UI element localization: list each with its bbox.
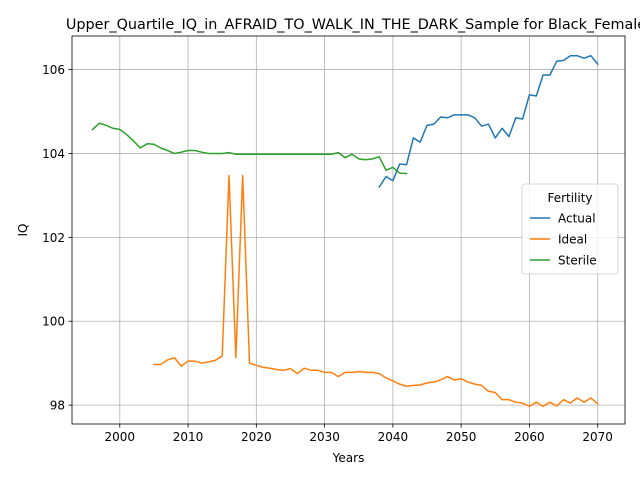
plot-area-frame: [71, 35, 626, 425]
chart-title: Upper_Quartile_IQ_in_AFRAID_TO_WALK_IN_T…: [66, 17, 640, 33]
series-line-ideal: [153, 174, 599, 408]
y-tick-label: 104: [42, 147, 65, 161]
legend-title: Fertility: [547, 191, 592, 205]
series-lines: [91, 54, 599, 408]
legend: Fertility Actual Ideal Sterile: [521, 183, 619, 275]
series-line-sterile: [91, 122, 408, 175]
y-axis-ticks: 98 100 102 104 106: [42, 63, 72, 413]
legend-entry-sterile: Sterile: [558, 254, 597, 268]
y-tick-label: 98: [50, 399, 65, 413]
y-tick-label: 106: [42, 63, 65, 77]
x-tick-label: 2040: [378, 430, 409, 444]
x-tick-label: 2020: [241, 430, 272, 444]
x-tick-label: 2050: [446, 430, 477, 444]
y-axis-label: IQ: [16, 224, 30, 237]
x-tick-label: 2060: [514, 430, 545, 444]
x-tick-label: 2070: [582, 430, 613, 444]
x-tick-label: 2010: [173, 430, 204, 444]
y-tick-label: 100: [42, 315, 65, 329]
legend-entry-actual: Actual: [558, 212, 596, 226]
series-line-actual: [378, 54, 599, 189]
x-axis-ticks: 2000 2010 2020 2030 2040 2050 2060 2070: [105, 424, 613, 444]
y-tick-label: 102: [42, 231, 65, 245]
legend-box: [521, 183, 619, 275]
x-tick-label: 2000: [105, 430, 136, 444]
x-tick-label: 2030: [309, 430, 340, 444]
x-axis-label: Years: [332, 451, 365, 465]
legend-entry-ideal: Ideal: [558, 233, 587, 247]
